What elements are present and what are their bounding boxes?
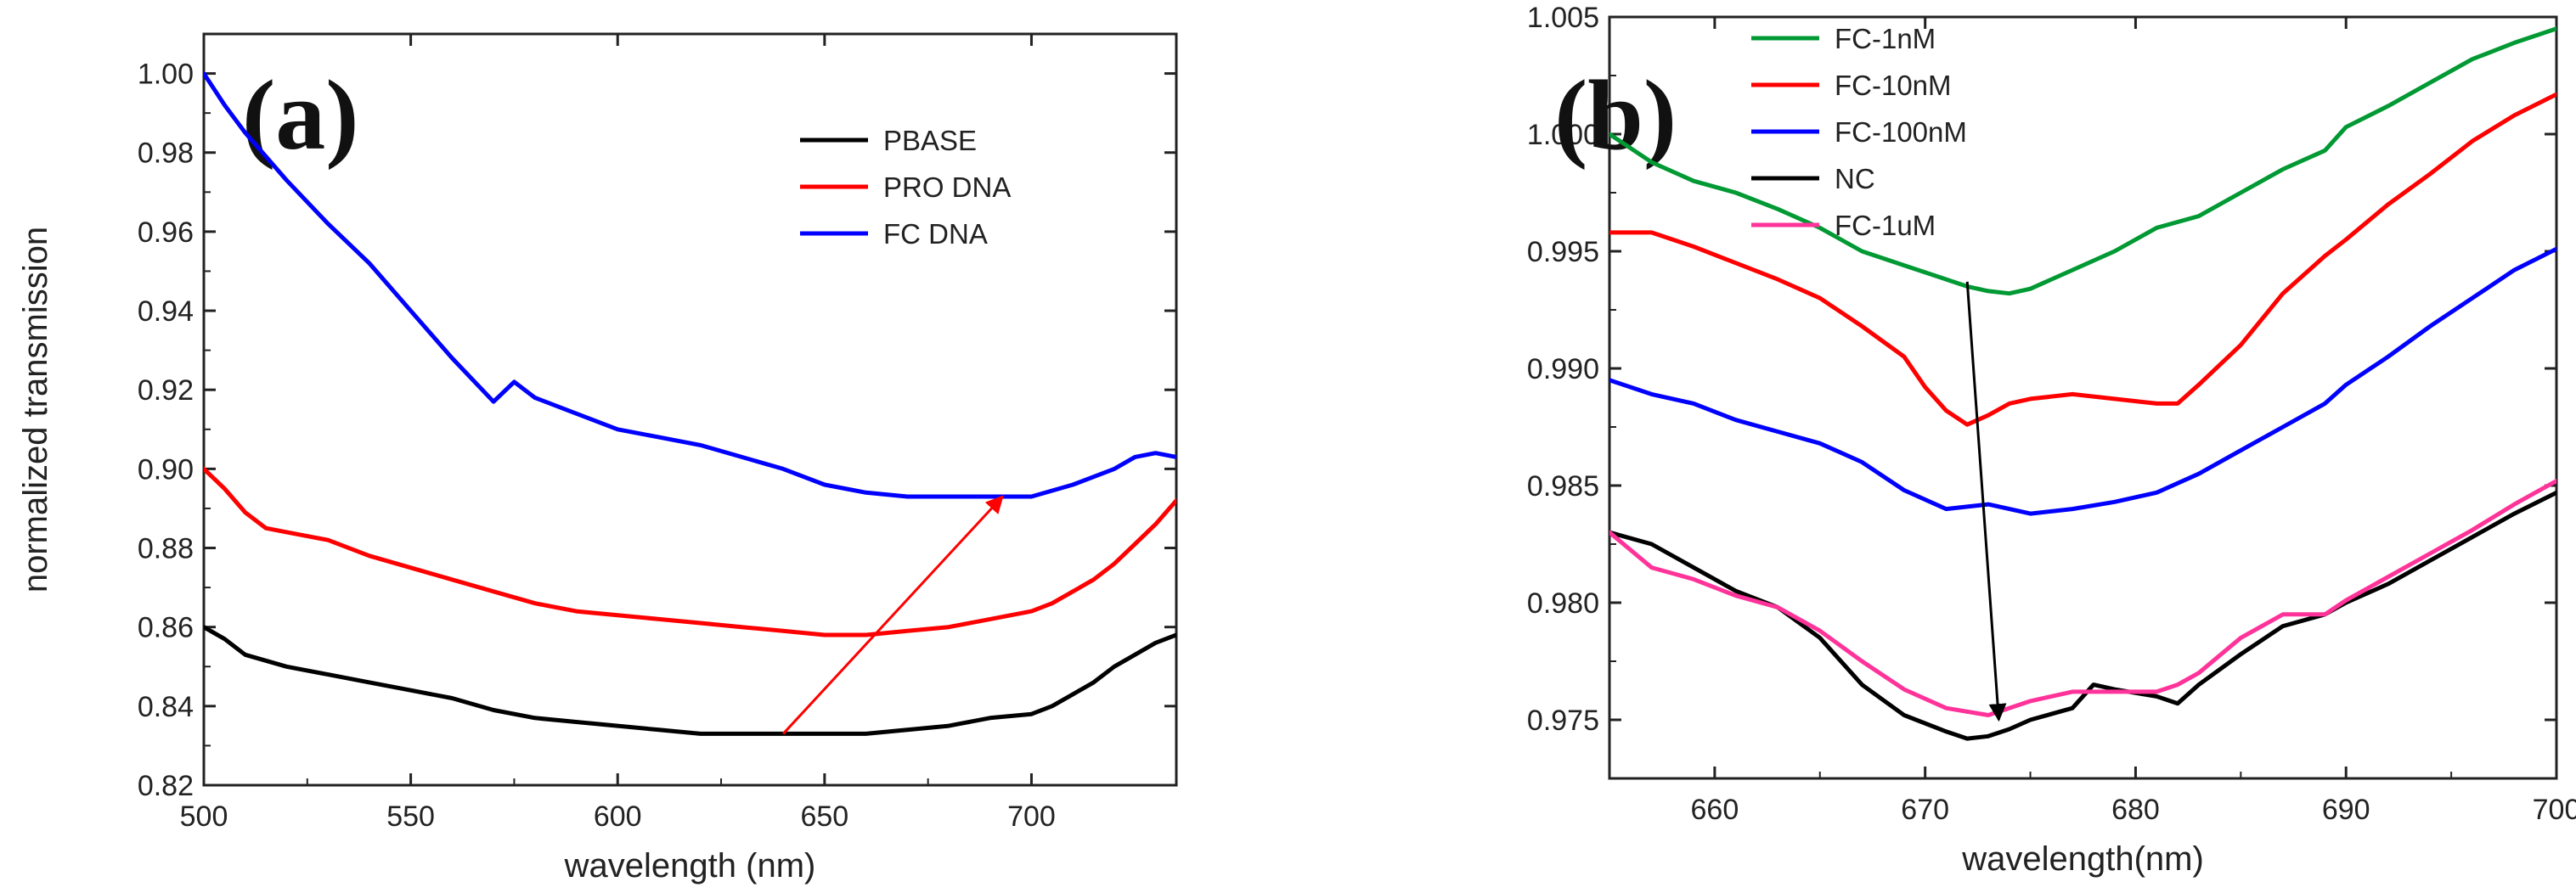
legend-label-nc: NC (1835, 163, 1875, 194)
x-tick-label: 700 (1007, 800, 1056, 833)
x-tick-label: 550 (386, 800, 435, 833)
y-tick-label: 0.985 (1527, 470, 1599, 503)
x-axis-label: wavelength(nm) (1961, 840, 2204, 878)
legend-label-pro-dna: PRO DNA (883, 171, 1011, 203)
y-axis-label: normalized transmission (17, 227, 54, 593)
y-tick-label: 0.96 (138, 216, 194, 249)
y-tick-label: 0.84 (138, 691, 194, 723)
series-line-pbase (204, 625, 1176, 736)
y-tick-label: 1.000 (1527, 119, 1599, 151)
annotation-arrow (782, 495, 1004, 735)
x-tick-label: 600 (594, 800, 642, 833)
plot-frame (202, 32, 1178, 787)
y-tick-label: 0.86 (138, 612, 194, 644)
x-tick-label: 690 (2322, 794, 2370, 826)
series-line-pro-dna (204, 466, 1176, 637)
annotation-arrow (1965, 281, 2007, 722)
legend-label-fc-dna: FC DNA (883, 218, 988, 250)
series-group (1609, 26, 2556, 741)
chart-panel-b: 660 670 680 690 700 0.975 0.980 0.985 0.990 0.995… (1527, 2, 2576, 878)
y-tick-label: 0.990 (1527, 353, 1599, 385)
y-tick-label: 1.005 (1527, 2, 1599, 34)
y-tick-label: 0.94 (138, 295, 194, 328)
y-tick-label: 0.975 (1527, 705, 1599, 737)
series-line-fc-dna (204, 71, 1176, 499)
series-line-fc-100nm (1609, 246, 2556, 516)
chart-panel-a: 500 550 600 650 700 0.82 0.84 0.86 0.88 0.90 0.92 0… (17, 32, 1178, 885)
legend-label-pbase: PBASE (883, 125, 977, 156)
panel-label: (a) (242, 59, 359, 171)
series-line-fc-1um (1609, 479, 2556, 717)
x-tick-label: 700 (2533, 794, 2576, 826)
legend-label-fc-1um: FC-1uM (1835, 210, 1936, 241)
y-tick-label: 0.88 (138, 533, 194, 565)
panel-label: (b) (1554, 59, 1677, 171)
x-tick-label: 660 (1691, 794, 1739, 826)
x-tick-label: 500 (180, 800, 228, 833)
legend-label-fc-1nm: FC-1nM (1835, 23, 1936, 54)
x-tick-label: 680 (2111, 794, 2160, 826)
series-line-fc-1nm (1609, 26, 2556, 296)
x-tick-label: 650 (800, 800, 848, 833)
y-tick-label: 0.90 (138, 453, 194, 486)
y-tick-label: 0.995 (1527, 236, 1599, 268)
x-axis-label: wavelength (nm) (564, 847, 816, 885)
series-line-fc-10nm (1609, 92, 2556, 427)
legend-label-fc-100nm: FC-100nM (1835, 116, 1967, 148)
y-tick-label: 0.980 (1527, 587, 1599, 620)
y-tick-label: 0.92 (138, 374, 194, 407)
series-group (204, 71, 1176, 736)
x-tick-label: 670 (1901, 794, 1949, 826)
y-tick-label: 1.00 (138, 59, 194, 91)
plot-frame (1608, 15, 2558, 780)
legend-label-fc-10nm: FC-10nM (1835, 70, 1952, 101)
series-line-nc (1609, 490, 2556, 741)
y-tick-label: 0.98 (138, 138, 194, 170)
y-tick-label: 0.82 (138, 770, 194, 802)
